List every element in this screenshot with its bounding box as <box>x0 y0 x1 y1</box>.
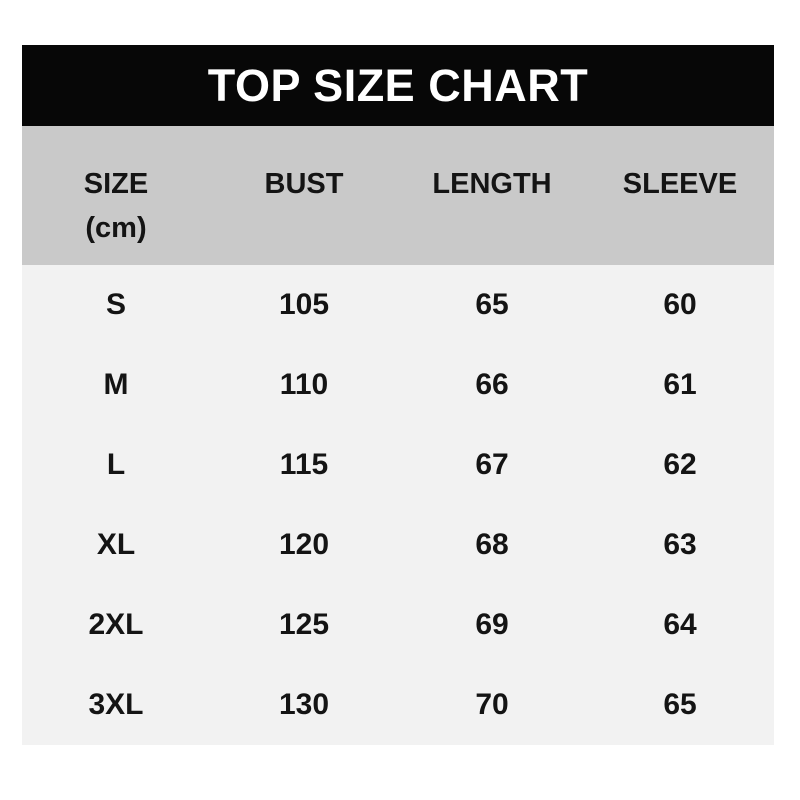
header-row: SIZE (cm) BUST LENGTH SLEEVE <box>22 126 774 265</box>
header-label-sleeve: SLEEVE <box>622 168 738 200</box>
table-row-xl: XL 120 68 63 <box>22 505 774 585</box>
cell-length: 66 <box>475 368 509 401</box>
cell-bust: 120 <box>278 528 330 561</box>
cell-sleeve: 63 <box>663 528 697 561</box>
header-cell-sleeve: SLEEVE <box>586 126 774 265</box>
cell-size: 3XL <box>88 688 144 721</box>
table-row-m: M 110 66 61 <box>22 345 774 425</box>
cell-size: 2XL <box>88 608 144 641</box>
table-row-3xl: 3XL 130 70 65 <box>22 665 774 745</box>
cell-sleeve: 64 <box>663 608 697 641</box>
cell-bust: 115 <box>279 448 329 481</box>
table-row-2xl: 2XL 125 69 64 <box>22 585 774 665</box>
table-body: S 105 65 60 M 110 66 61 L 115 67 62 XL 1… <box>22 265 774 745</box>
header-unit-cm: (cm) <box>85 212 147 244</box>
cell-bust: 110 <box>279 368 329 401</box>
header-label-bust: BUST <box>264 168 344 200</box>
cell-bust: 125 <box>278 608 330 641</box>
header-cell-size: SIZE (cm) <box>22 126 210 265</box>
header-label-size: SIZE <box>83 168 149 200</box>
cell-sleeve: 60 <box>663 288 697 321</box>
cell-size: XL <box>96 528 136 561</box>
table-row-s: S 105 65 60 <box>22 265 774 345</box>
cell-sleeve: 62 <box>663 448 697 481</box>
cell-length: 65 <box>475 288 509 321</box>
cell-bust: 105 <box>278 288 330 321</box>
cell-size: S <box>105 288 126 321</box>
cell-bust: 130 <box>278 688 330 721</box>
cell-sleeve: 65 <box>663 688 697 721</box>
header-label-length: LENGTH <box>432 168 552 200</box>
size-chart: TOP SIZE CHART SIZE (cm) BUST LENGTH SLE… <box>22 45 774 745</box>
cell-length: 67 <box>475 448 509 481</box>
cell-size: L <box>106 448 126 481</box>
cell-size: M <box>103 368 129 401</box>
header-cell-length: LENGTH <box>398 126 586 265</box>
cell-length: 69 <box>475 608 509 641</box>
header-cell-bust: BUST <box>210 126 398 265</box>
table-row-l: L 115 67 62 <box>22 425 774 505</box>
chart-title: TOP SIZE CHART <box>207 59 589 111</box>
title-bar: TOP SIZE CHART <box>22 45 774 126</box>
cell-sleeve: 61 <box>663 368 697 401</box>
cell-length: 70 <box>475 688 509 721</box>
cell-length: 68 <box>475 528 509 561</box>
